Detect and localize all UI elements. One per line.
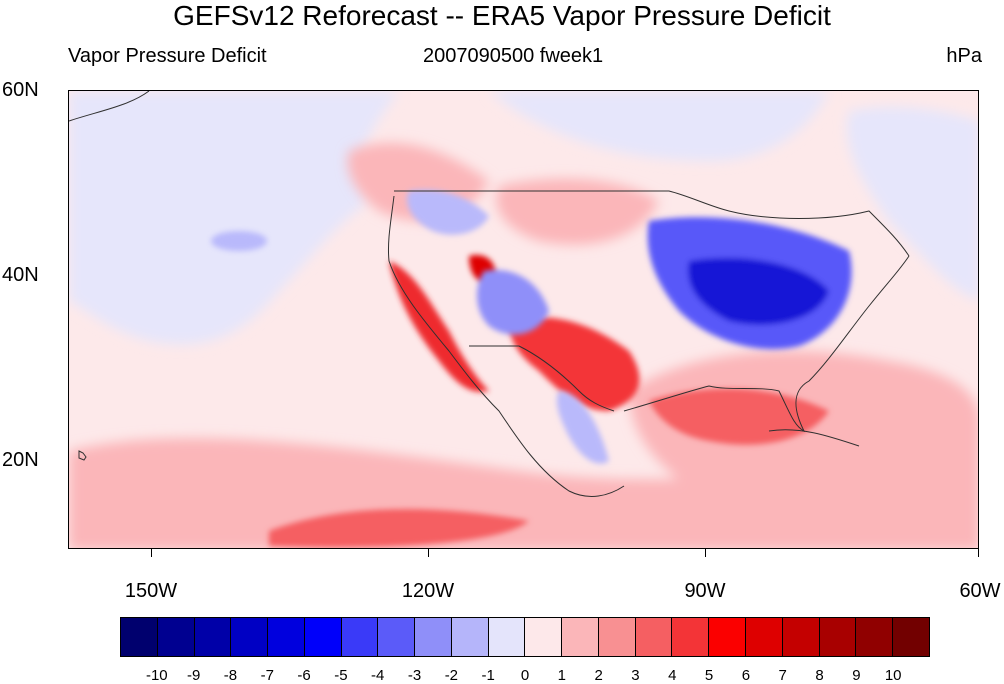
tick-60w	[978, 549, 979, 557]
map-field	[69, 91, 978, 548]
colorbar-cell	[451, 618, 489, 656]
rockies-cold-region	[477, 270, 549, 335]
atlantic-neutral-region	[847, 106, 978, 301]
southwest-hot-region	[389, 261, 489, 392]
colorbar-cell	[525, 618, 563, 656]
colorbar-label: 0	[520, 667, 530, 684]
colorbar-label: -7	[260, 667, 274, 684]
colorbar-cell	[194, 618, 232, 656]
colorbar-label: 1	[557, 667, 566, 684]
map-title: GEFSv12 Reforecast -- ERA5 Vapor Pressur…	[173, 0, 831, 31]
colorbar-cell	[709, 618, 747, 656]
colorbar-label: 4	[668, 667, 677, 684]
lat-label-20n: 20N	[2, 449, 39, 471]
colorbar-cell	[746, 618, 783, 656]
colorbar-label: 2	[594, 667, 603, 684]
northern-neutral-region	[489, 91, 829, 161]
colorbar-cell	[304, 618, 342, 656]
pacific-neutral-region	[69, 91, 399, 345]
tick-120w	[428, 549, 429, 557]
alaska-coast-line	[69, 91, 150, 122]
colorbar-label: -5	[334, 667, 348, 684]
mexico-border-line	[469, 345, 615, 412]
colorbar-cell	[856, 618, 894, 656]
colorbar-label: 9	[852, 667, 861, 684]
colorbar-cell	[819, 618, 857, 656]
plains-warm-region	[496, 178, 659, 245]
south-pacific-warm-region	[69, 438, 978, 548]
colorbar-cell	[121, 618, 158, 656]
variable-subtitle: Vapor Pressure Deficit	[68, 45, 267, 67]
colorbar-label: 8	[815, 667, 824, 684]
lon-label-120w: 120W	[401, 580, 455, 602]
units-subtitle: hPa	[946, 45, 982, 67]
colorbar-label: -4	[371, 667, 385, 684]
us-west-coast-line	[387, 195, 625, 497]
colorbar-cell	[893, 618, 929, 656]
lat-label-40n: 40N	[2, 264, 39, 286]
date-subtitle: 2007090500 fweek1	[423, 45, 604, 67]
colorbar-cell	[415, 618, 452, 656]
colorbar-label: -3	[407, 667, 422, 684]
lon-label-60w: 60W	[959, 580, 1001, 602]
lat-label-60n: 60N	[2, 79, 39, 101]
canada-border-line	[394, 190, 910, 257]
lon-label-90w: 90W	[684, 580, 726, 602]
vpd-anomaly-map	[68, 90, 979, 549]
tick-90w	[705, 549, 706, 557]
mexico-cold-region	[556, 391, 609, 464]
colorbar-label: 7	[778, 667, 787, 684]
colorbar-label: -9	[186, 667, 201, 684]
colorbar-label: -6	[297, 667, 311, 684]
lon-label-150w: 150W	[124, 580, 178, 602]
colorbar-label: 3	[631, 667, 640, 684]
colorbar-cell	[157, 618, 195, 656]
colorbar-cell	[672, 618, 710, 656]
colorbar	[120, 617, 930, 657]
colorbar-label: 10	[884, 667, 902, 684]
central-pacific-cold-patch	[211, 231, 267, 251]
colorbar-label: -2	[444, 667, 459, 684]
colorbar-cell	[635, 618, 673, 656]
colorbar-label: -10	[145, 667, 168, 684]
colorbar-cell	[341, 618, 379, 656]
east-pacific-hot-region	[269, 509, 529, 548]
colorbar-label: -1	[481, 667, 495, 684]
northern-rockies-cold-region	[407, 189, 489, 235]
colorbar-cell	[231, 618, 269, 656]
colorbar-label: -8	[223, 667, 238, 684]
colorbar-cell	[562, 618, 599, 656]
colorbar-cell	[378, 618, 416, 656]
hawaii-outline	[78, 450, 87, 461]
tick-150w	[151, 549, 152, 557]
colorbar-cell	[598, 618, 636, 656]
midwest-cold-core	[688, 257, 829, 325]
colorbar-label: 6	[741, 667, 751, 684]
colorbar-label: 5	[704, 667, 714, 684]
cuba-outline	[768, 429, 860, 447]
gulf-hot-region	[649, 388, 829, 445]
southern-plains-hot-region	[509, 317, 640, 411]
colorbar-cell	[268, 618, 305, 656]
colorbar-cell	[782, 618, 820, 656]
colorbar-cell	[488, 618, 526, 656]
